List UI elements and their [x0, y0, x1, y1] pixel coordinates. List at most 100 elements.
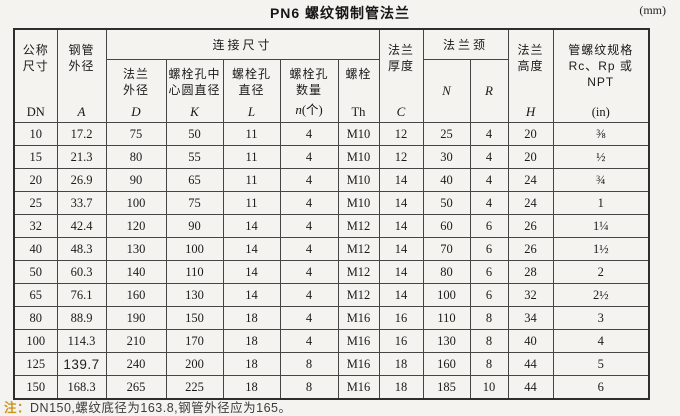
cell-neck-n: 30: [422, 145, 471, 169]
cell-bolt-hole-dia: 18: [222, 306, 281, 330]
cell-thickness: 12: [378, 122, 424, 146]
cell-bolt-circle: 150: [165, 306, 224, 330]
cell-thickness: 14: [378, 191, 424, 215]
footnote: 注：DN150,螺纹底径为163.8,钢管外径应为165。: [4, 397, 292, 416]
cell-height: 32: [507, 283, 554, 307]
cell-thickness: 14: [378, 283, 424, 307]
cell-height: 28: [507, 260, 554, 284]
cell-pipe-od: 139.7: [56, 352, 107, 376]
cell-pipe-od: 60.3: [56, 260, 107, 284]
cell-bolt-thread: M12: [337, 283, 380, 307]
bolt-circle-symbol: K: [190, 104, 199, 119]
cell-neck-r: 6: [469, 260, 509, 284]
table-row: 15 21.3 80 55 11 4 M10 12 30 4 20 ½: [13, 145, 650, 169]
cell-bolt-circle: 170: [165, 329, 224, 353]
cell-dn: 25: [13, 191, 58, 215]
cell-bolt-count: 4: [279, 260, 339, 284]
flange-od-label: 法兰 外径: [122, 67, 149, 97]
cell-bolt-count: 4: [279, 283, 339, 307]
cell-bolt-hole-dia: 18: [222, 329, 281, 353]
table-row: 150 168.3 265 225 18 8 M16 18 185 10 44 …: [13, 375, 650, 400]
table-row: 25 33.7 100 75 11 4 M10 14 50 4 24 1: [13, 191, 650, 215]
cell-pipe-od: 17.2: [56, 122, 107, 146]
table-row: 125 139.7 240 200 18 8 M16 18 160 8 44 5: [13, 352, 650, 376]
thread-spec-unit: (in): [591, 105, 610, 119]
cell-height: 26: [507, 214, 554, 238]
dn-label: 公称 尺寸: [22, 43, 49, 73]
cell-neck-r: 6: [469, 214, 509, 238]
cell-neck-n: 70: [422, 237, 471, 261]
cell-bolt-thread: M12: [337, 237, 380, 261]
col-header-height: 法兰 高度 H: [507, 28, 554, 123]
cell-neck-n: 60: [422, 214, 471, 238]
table-header: 公称 尺寸 DN 钢管 外径 A 连接尺寸 法兰 厚度 C: [13, 28, 650, 123]
bolt-circle-label: 螺栓孔中 心圆直径: [168, 67, 221, 97]
pipe-od-symbol: A: [77, 104, 86, 119]
cell-pipe-od: 48.3: [56, 237, 107, 261]
pipe-od-label: 钢管 外径: [68, 43, 95, 73]
cell-thickness: 16: [378, 329, 424, 353]
cell-bolt-count: 4: [279, 306, 339, 330]
cell-thread-size: 6: [552, 375, 650, 400]
cell-pipe-od: 42.4: [56, 214, 107, 238]
cell-bolt-circle: 50: [165, 122, 224, 146]
cell-neck-n: 25: [422, 122, 471, 146]
cell-flange-od: 90: [105, 168, 167, 192]
col-header-bolt-count: 螺栓孔 数量 n(个): [279, 59, 339, 123]
cell-thickness: 18: [378, 375, 424, 400]
cell-flange-od: 240: [105, 352, 167, 376]
cell-dn: 10: [13, 122, 58, 146]
cell-flange-od: 100: [105, 191, 167, 215]
cell-bolt-hole-dia: 11: [222, 145, 281, 169]
cell-bolt-circle: 75: [165, 191, 224, 215]
cell-thickness: 14: [378, 214, 424, 238]
height-label: 法兰 高度: [517, 43, 544, 73]
cell-bolt-thread: M16: [337, 306, 380, 330]
cell-neck-r: 8: [469, 306, 509, 330]
cell-thread-size: 2½: [552, 283, 650, 307]
cell-pipe-od: 114.3: [56, 329, 107, 353]
cell-pipe-od: 168.3: [56, 375, 107, 400]
thread-spec-label: 管螺纹规格 Rc、Rp 或 NPT: [568, 43, 634, 89]
cell-bolt-count: 4: [279, 168, 339, 192]
cell-dn: 150: [13, 375, 58, 400]
cell-bolt-thread: M16: [337, 375, 380, 400]
cell-neck-n: 160: [422, 352, 471, 376]
bolt-thread-label: 螺栓: [345, 67, 372, 81]
cell-pipe-od: 26.9: [56, 168, 107, 192]
flange-spec-table: 公称 尺寸 DN 钢管 外径 A 连接尺寸 法兰 厚度 C: [13, 28, 651, 400]
cell-flange-od: 265: [105, 375, 167, 400]
bolt-count-label: 螺栓孔 数量: [289, 67, 329, 97]
cell-neck-r: 8: [469, 352, 509, 376]
cell-flange-od: 80: [105, 145, 167, 169]
cell-neck-n: 40: [422, 168, 471, 192]
bolt-count-symbol: n(个): [295, 102, 323, 118]
col-header-bolt-thread: 螺栓 Th: [337, 59, 380, 123]
col-header-bolt-hole-dia: 螺栓孔 直径 L: [222, 59, 281, 123]
cell-thickness: 14: [378, 260, 424, 284]
cell-neck-r: 4: [469, 191, 509, 215]
cell-bolt-thread: M12: [337, 214, 380, 238]
cell-bolt-count: 4: [279, 122, 339, 146]
col-header-neck-r: R: [469, 59, 509, 123]
cell-thread-size: 5: [552, 352, 650, 376]
cell-bolt-thread: M10: [337, 191, 380, 215]
cell-bolt-count: 8: [279, 352, 339, 376]
cell-bolt-circle: 65: [165, 168, 224, 192]
cell-thread-size: 1: [552, 191, 650, 215]
cell-bolt-circle: 110: [165, 260, 224, 284]
cell-thickness: 12: [378, 145, 424, 169]
cell-flange-od: 130: [105, 237, 167, 261]
cell-dn: 40: [13, 237, 58, 261]
cell-bolt-circle: 100: [165, 237, 224, 261]
cell-height: 40: [507, 329, 554, 353]
cell-neck-r: 4: [469, 122, 509, 146]
cell-neck-n: 100: [422, 283, 471, 307]
cell-bolt-hole-dia: 14: [222, 214, 281, 238]
cell-dn: 65: [13, 283, 58, 307]
col-header-thickness: 法兰 厚度 C: [378, 28, 424, 123]
cell-bolt-count: 4: [279, 145, 339, 169]
table-body: 10 17.2 75 50 11 4 M10 12 25 4 20 ⅜ 15 2…: [13, 122, 650, 400]
cell-dn: 15: [13, 145, 58, 169]
cell-height: 20: [507, 122, 554, 146]
